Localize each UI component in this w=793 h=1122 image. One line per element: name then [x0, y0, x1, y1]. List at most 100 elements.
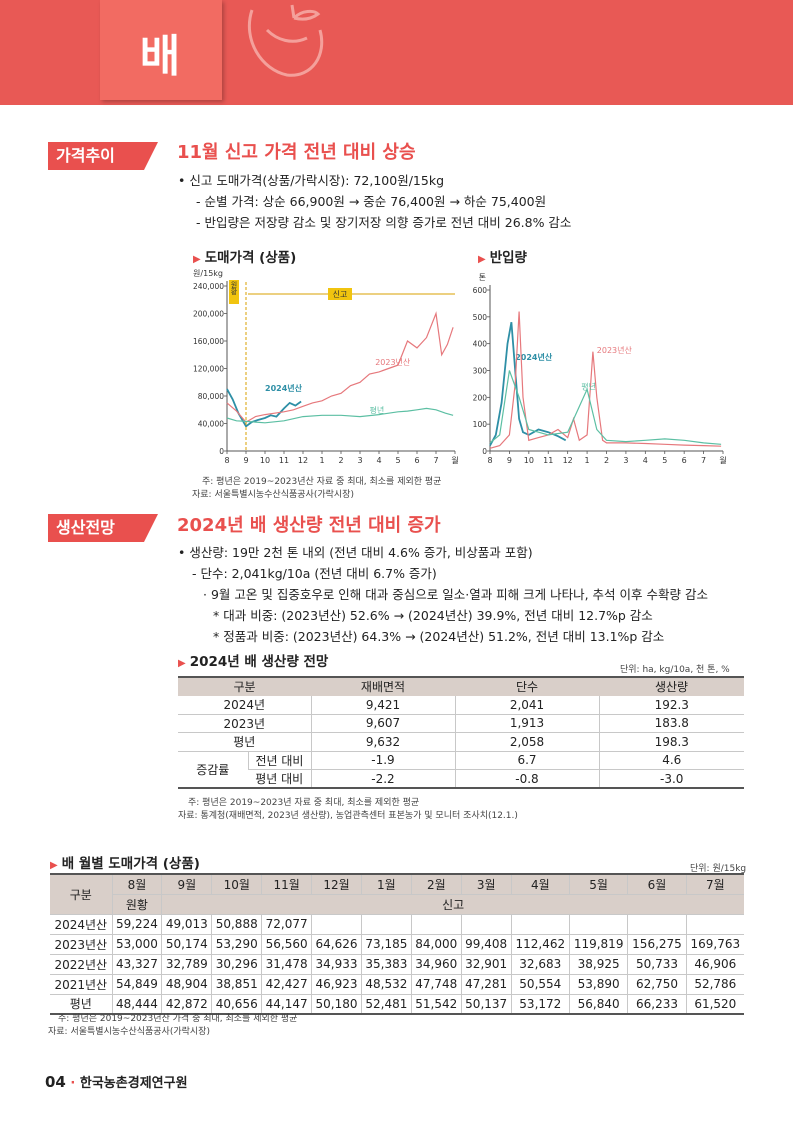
- cell: 4.6: [598, 751, 744, 770]
- cell: 51,542: [410, 993, 462, 1015]
- annotation-box: [229, 280, 239, 304]
- row-label: 평년: [178, 732, 311, 752]
- month-header: 3월: [460, 873, 512, 895]
- x-tick-label: 7: [701, 456, 706, 465]
- bullet-large-fruit: * 대과 비중: (2023년산) 52.6% → (2024년산) 39.9%…: [213, 608, 653, 623]
- table-row: 2022년산 43,327 32,789 30,296 31,478 34,933 35,3…: [50, 953, 744, 975]
- x-tick-label: 3: [357, 456, 362, 465]
- table-row: 증감률 전년 대비 -1.9 6.7 4.6: [178, 751, 744, 789]
- cell: 32,901: [460, 953, 512, 975]
- cell: 48,444: [111, 993, 163, 1015]
- table-row: 2023년 9,607 1,913 183.8: [178, 714, 744, 733]
- month-header: 12월: [311, 873, 362, 895]
- x-tick-label: 6: [682, 456, 687, 465]
- y-tick-label: 0: [482, 447, 487, 456]
- cell: 112,462: [510, 933, 570, 955]
- cell: 54,849: [111, 973, 163, 995]
- cell: 47,748: [410, 973, 462, 995]
- x-tick-label: 12: [298, 456, 308, 465]
- row-label: 2023년산: [50, 933, 113, 955]
- series-line-0: [489, 322, 567, 447]
- month-header: 2월: [410, 873, 462, 895]
- x-tick-label: 3: [623, 456, 628, 465]
- y-axis-label: 톤: [479, 273, 486, 282]
- month-header: 5월: [568, 873, 629, 895]
- series-label: 평년: [370, 405, 385, 415]
- monthly-price-table: 구분 8월 9월 10월 11월 12월 1월 2월 3월 4월 5월 6월 7…: [50, 873, 744, 1015]
- cell: 56,840: [568, 993, 629, 1015]
- x-tick-label: 4: [376, 456, 381, 465]
- x-tick-label: 5: [662, 456, 667, 465]
- x-tick-label: 월: [719, 455, 726, 465]
- section-badge-production: 생산전망: [48, 514, 158, 542]
- variety-header: 신고: [161, 893, 744, 915]
- cell: 48,532: [360, 973, 412, 995]
- chart-source: 자료: 서울특별시농수산식품공사(가락시장): [192, 490, 354, 500]
- cell: 49,013: [161, 913, 213, 935]
- cell: 35,383: [360, 953, 412, 975]
- y-axis-label: 원/15kg: [193, 269, 223, 278]
- series-line-1: [226, 311, 454, 423]
- cell: 43,327: [111, 953, 163, 975]
- row-sublabel: 전년 대비: [247, 751, 311, 770]
- cell: 31,478: [261, 953, 313, 975]
- footer-separator: ·: [70, 1076, 76, 1091]
- series-line-1: [489, 311, 722, 449]
- cell: 61,520: [685, 993, 744, 1015]
- month-header: 1월: [360, 873, 412, 895]
- x-tick-label: 9: [507, 456, 512, 465]
- x-tick-label: 11: [543, 456, 553, 465]
- monthly-table-unit: 단위: 원/15kg: [690, 864, 747, 874]
- bullet-arrival-detail: - 반입량은 저장량 감소 및 장기저장 의향 증가로 전년 대비 26.8% …: [196, 215, 572, 230]
- cell: 34,960: [410, 953, 462, 975]
- x-tick-label: 1: [585, 456, 590, 465]
- month-header: 6월: [627, 873, 687, 895]
- cell: 40,656: [211, 993, 263, 1015]
- col-header: 구분: [178, 677, 311, 696]
- x-tick-label: 10: [524, 456, 534, 465]
- cell: 9,607: [310, 714, 455, 733]
- cell: 1,913: [454, 714, 599, 733]
- month-header: 9월: [161, 873, 213, 895]
- cell: 32,683: [510, 953, 570, 975]
- cell: 59,224: [111, 913, 163, 935]
- cell: [311, 913, 362, 935]
- x-tick-label: 7: [433, 456, 438, 465]
- table-row: 평년 대비 -2.2 -0.8 -3.0: [178, 769, 744, 789]
- table-row: 2021년산 54,849 48,904 38,851 42,427 46,923 48,5…: [50, 973, 744, 995]
- x-tick-label: 11: [279, 456, 289, 465]
- y-tick-label: 600: [473, 286, 488, 295]
- cell: 34,933: [311, 953, 362, 975]
- cell: 183.8: [598, 714, 744, 733]
- x-tick-label: 8: [224, 456, 229, 465]
- cell: 192.3: [598, 695, 744, 715]
- production-table-unit: 단위: ha, kg/10a, 천 톤, %: [620, 665, 730, 675]
- cell: 53,890: [568, 973, 629, 995]
- chart-note: 주: 평년은 2019~2023년산 자료 중 최대, 최소를 제외한 평균: [202, 477, 442, 487]
- cell: 46,923: [311, 973, 362, 995]
- cell: 46,906: [685, 953, 744, 975]
- cell: 2,058: [454, 732, 599, 752]
- y-tick-label: 0: [219, 447, 224, 456]
- series-label: 2023년산: [375, 357, 411, 367]
- row-label: 2022년산: [50, 953, 113, 975]
- y-tick-label: 120,000: [193, 365, 224, 374]
- annotation-label: 원황: [230, 280, 238, 295]
- cell: 42,872: [161, 993, 213, 1015]
- org-name: 한국농촌경제연구원: [79, 1076, 188, 1091]
- cell: 50,180: [311, 993, 362, 1015]
- cell: 66,233: [627, 993, 687, 1015]
- section-badge-price-trend: 가격추이: [48, 142, 158, 170]
- series-label: 2023년산: [597, 345, 633, 355]
- chart2-title: ▶ 반입량: [478, 250, 527, 266]
- series-label: 2024년산: [265, 383, 303, 393]
- page-title: 배: [139, 31, 183, 82]
- series-label: 평년: [581, 381, 596, 391]
- row-label: 2024년산: [50, 913, 113, 935]
- col-header: 단수: [455, 677, 599, 696]
- cell: 198.3: [598, 732, 744, 752]
- bullet-production: • 생산량: 19만 2천 톤 내외 (전년 대비 4.6% 증가, 비상품과 …: [178, 545, 533, 560]
- y-tick-label: 100: [473, 420, 488, 429]
- monthly-note: 주: 평년은 2019~2023년산 가격 중 최대, 최소를 제외한 평균: [58, 1014, 298, 1024]
